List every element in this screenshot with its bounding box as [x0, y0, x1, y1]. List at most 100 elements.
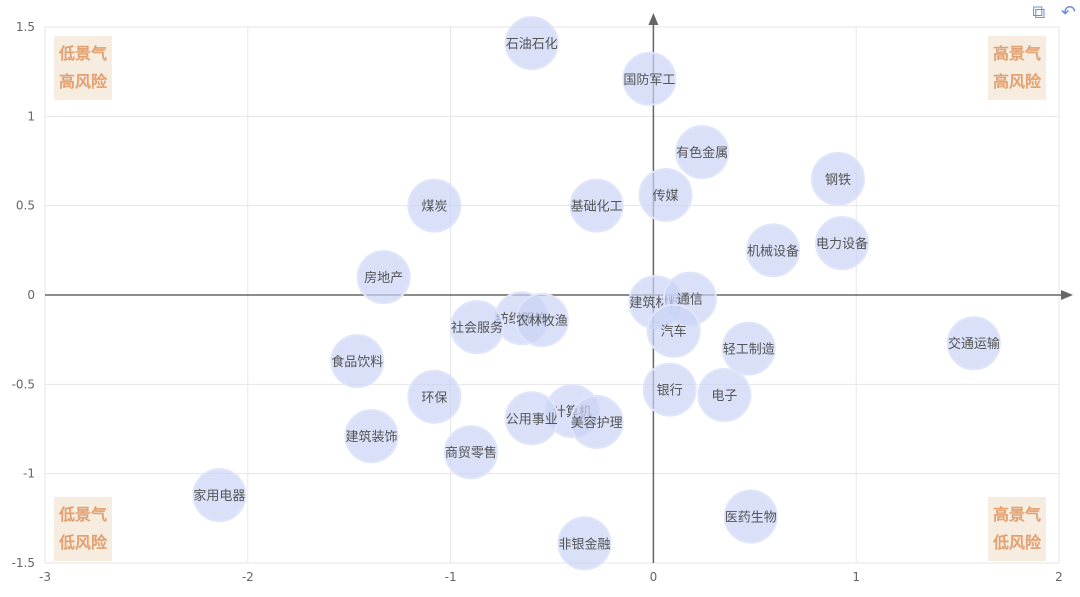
- bubble-label: 机械设备: [747, 243, 799, 259]
- bubble-circle: [192, 468, 247, 523]
- bubble-label: 社会服务: [451, 320, 503, 336]
- bubbles: 石油石化国防军工有色金属钢铁传媒基础化工煤炭机械设备电力设备房地产建筑材料通信纺…: [192, 16, 1001, 571]
- toolbar: ⧉ ↶: [1022, 2, 1076, 23]
- bubble-circle: [330, 334, 385, 389]
- y-tick-label: -1: [23, 467, 35, 481]
- bubble-label: 环保: [421, 391, 447, 406]
- bubble-label: 通信: [677, 293, 703, 308]
- bubble-label: 建筑装饰: [346, 429, 398, 445]
- quadrant-line: 高景气: [993, 44, 1042, 63]
- quadrant-line: 低风险: [993, 533, 1042, 552]
- bubble: 交通运输: [946, 316, 1001, 371]
- y-tick-label: 0: [27, 288, 35, 302]
- bubble-circle: [514, 293, 569, 348]
- bubble-label: 煤炭: [421, 200, 447, 215]
- bubble: 建筑装饰: [344, 409, 399, 464]
- tick-labels: -3 -2 -1 0 1 2 1.5 1 0.5 0 -0.5 -1 -1.5: [12, 20, 1063, 584]
- bubble: 电力设备: [815, 216, 870, 271]
- bubble: 房地产: [356, 250, 411, 305]
- bubble-label: 房地产: [364, 270, 403, 286]
- bubble-circle: [646, 303, 701, 358]
- bubble: 社会服务: [449, 300, 504, 355]
- x-tick-label: -1: [445, 570, 457, 584]
- bubble-circle: [443, 425, 498, 480]
- bubble-label: 非银金融: [558, 536, 610, 552]
- bubble-circle: [638, 167, 693, 222]
- quadrant-top-right: 高景气 高风险: [988, 36, 1047, 100]
- bubble-label: 农林牧渔: [516, 314, 568, 329]
- quadrant-line: 低风险: [59, 533, 108, 552]
- x-tick-label: -3: [39, 570, 51, 584]
- reset-icon[interactable]: ↶: [1060, 2, 1076, 23]
- bubble: 传媒: [638, 167, 693, 222]
- x-axis-arrow: [1061, 290, 1073, 300]
- crop-icon[interactable]: ⧉: [1032, 2, 1046, 23]
- bubble-circle: [504, 391, 559, 446]
- quadrant-line: 高风险: [993, 72, 1042, 91]
- bubble-circle: [356, 250, 411, 305]
- bubble-label: 美容护理: [571, 415, 623, 431]
- bubble: 汽车: [646, 303, 701, 358]
- x-tick-label: 1: [852, 570, 860, 584]
- bubble-circle: [344, 409, 399, 464]
- bubble: 基础化工: [569, 178, 624, 233]
- bubble-circle: [622, 51, 677, 106]
- bubble: 家用电器: [192, 468, 247, 523]
- quadrant-line: 低景气: [59, 44, 108, 63]
- bubble-label: 电子: [711, 389, 737, 404]
- quadrant-line: 低景气: [59, 505, 108, 524]
- bubble: 美容护理: [569, 394, 624, 449]
- bubble-label: 电力设备: [816, 236, 868, 252]
- bubble: 非银金融: [557, 516, 612, 571]
- bubble: 国防军工: [622, 51, 677, 106]
- x-tick-label: -2: [242, 570, 254, 584]
- bubble-label: 基础化工: [571, 200, 623, 215]
- bubble-circle: [569, 178, 624, 233]
- bubble-circle: [675, 125, 730, 180]
- bubble-label: 传媒: [653, 189, 679, 204]
- y-tick-label: 1.5: [16, 20, 35, 34]
- quadrant-line: 高景气: [993, 505, 1042, 524]
- bubble: 电子: [697, 368, 752, 423]
- bubble-circle: [746, 223, 801, 278]
- bubble-circle: [946, 316, 1001, 371]
- bubble-circle: [407, 369, 462, 424]
- y-tick-label: -1.5: [12, 556, 35, 570]
- x-tick-label: 0: [650, 570, 658, 584]
- bubble-label: 家用电器: [193, 488, 245, 504]
- y-tick-label: -0.5: [12, 377, 35, 391]
- bubble-circle: [815, 216, 870, 271]
- bubble: 轻工制造: [721, 321, 776, 376]
- y-tick-label: 0.5: [16, 199, 35, 213]
- bubble-label: 有色金属: [676, 145, 728, 161]
- bubble-label: 商贸零售: [445, 445, 497, 461]
- bubble-label: 轻工制造: [723, 343, 775, 358]
- quadrant-bottom-left: 低景气 低风险: [54, 497, 113, 561]
- bubble: 机械设备: [746, 223, 801, 278]
- quadrant-line: 高风险: [59, 72, 108, 91]
- bubble: 银行: [642, 362, 697, 417]
- bubble-label: 汽车: [661, 324, 687, 340]
- bubble: 有色金属: [675, 125, 730, 180]
- bubble: 商贸零售: [443, 425, 498, 480]
- bubble-circle: [721, 321, 776, 376]
- bubble-circle: [449, 300, 504, 355]
- bubble-circle: [697, 368, 752, 423]
- bubble: 钢铁: [810, 151, 865, 206]
- bubble-circle: [504, 16, 559, 71]
- bubble-circle: [810, 151, 865, 206]
- bubble-circle: [642, 362, 697, 417]
- bubble-circle: [723, 489, 778, 544]
- bubble-label: 钢铁: [825, 173, 851, 188]
- bubble: 公用事业: [504, 391, 559, 446]
- y-tick-label: 1: [27, 109, 35, 123]
- bubble: 农林牧渔: [514, 293, 569, 348]
- bubble-label: 食品饮料: [331, 354, 383, 370]
- bubble: 石油石化: [504, 16, 559, 71]
- bubble: 食品饮料: [330, 334, 385, 389]
- quadrant-bottom-right: 高景气 低风险: [988, 497, 1047, 561]
- bubble-circle: [557, 516, 612, 571]
- bubble-label: 公用事业: [506, 412, 558, 427]
- y-axis-arrow: [648, 13, 659, 25]
